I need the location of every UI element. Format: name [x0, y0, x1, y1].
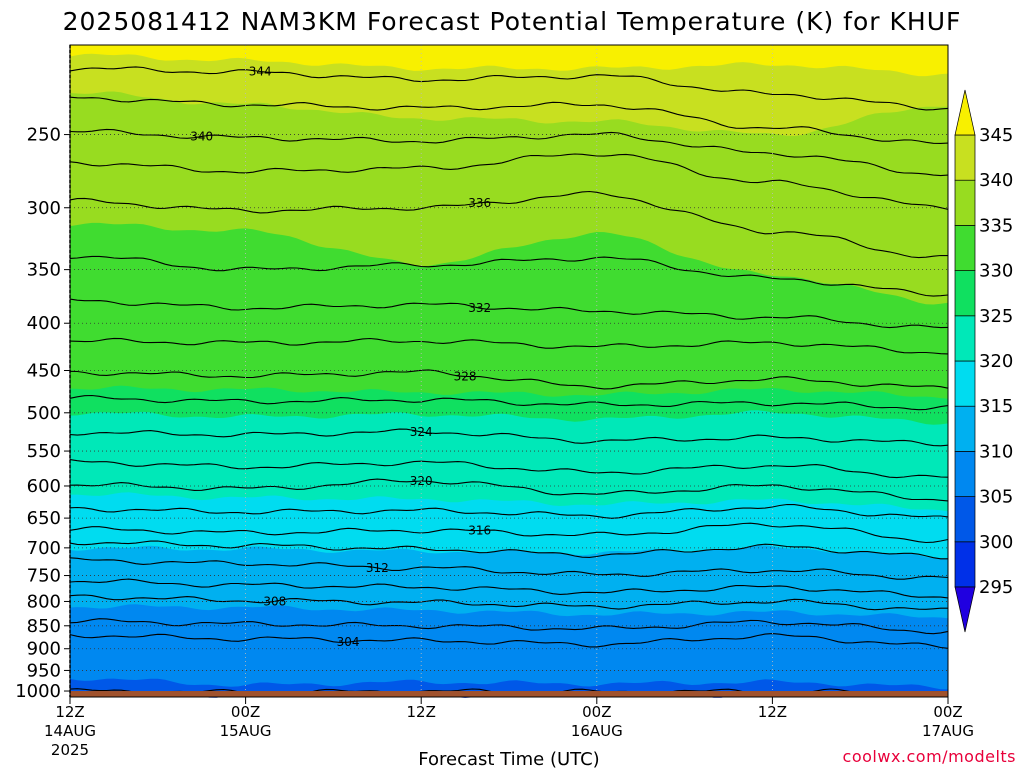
- x-tick-label-0-1: 12Z: [55, 703, 84, 721]
- contour-label-332: 332: [468, 301, 491, 315]
- colorbar-label-320: 320: [979, 351, 1013, 372]
- colorbar-arrow-bottom: [954, 586, 976, 633]
- colorbar-segment-330: [954, 225, 976, 271]
- colorbar-segment-305: [954, 451, 976, 497]
- contour-label-336: 336: [468, 196, 491, 210]
- contour-318: [69, 503, 949, 519]
- contour-304: [69, 633, 949, 649]
- y-tick-label-950: 950: [27, 660, 61, 681]
- pressure-axis: 2503003504004505005506006507007508008509…: [15, 125, 70, 702]
- y-tick-label-500: 500: [27, 403, 61, 424]
- grid-lines: [70, 45, 948, 697]
- y-tick-label-850: 850: [27, 616, 61, 637]
- x-tick-label-36-1: 00Z: [582, 703, 611, 721]
- chart-title: 2025081412 NAM3KM Forecast Potential Tem…: [63, 7, 962, 36]
- contour-328: [69, 369, 949, 390]
- y-tick-label-800: 800: [27, 591, 61, 612]
- x-tick-label-60-1: 00Z: [933, 703, 962, 721]
- colorbar-segment-325: [954, 270, 976, 317]
- y-tick-label-250: 250: [27, 125, 61, 146]
- colorbar-label-300: 300: [979, 532, 1013, 553]
- contour-338: [69, 153, 949, 210]
- contour-314: [69, 540, 948, 560]
- x-tick-label-36-2: 16AUG: [571, 722, 623, 740]
- y-tick-label-600: 600: [27, 476, 61, 497]
- contour-330: [69, 337, 949, 355]
- contour-316: [69, 522, 949, 544]
- contour-340: [69, 128, 949, 177]
- contour-label-316: 316: [468, 524, 491, 538]
- colorbar-label-345: 345: [979, 125, 1013, 146]
- colorbar-segment-335: [954, 179, 976, 226]
- theta-contour-lines: [69, 66, 949, 697]
- contour-label-304: 304: [337, 635, 360, 649]
- contour-308: [69, 594, 948, 611]
- x-tick-label-60-2: 17AUG: [922, 722, 974, 740]
- colorbar-label-310: 310: [979, 441, 1013, 462]
- colorbar: 295 300 305 310 315 320 325 330 335 340 345: [954, 89, 1013, 633]
- theta-filled-bands: [70, 45, 948, 698]
- x-tick-label-24-1: 12Z: [407, 703, 436, 721]
- colorbar-segment-310: [954, 405, 976, 452]
- contour-342: [69, 96, 949, 144]
- y-tick-label-700: 700: [27, 538, 61, 559]
- y-tick-label-550: 550: [27, 441, 61, 462]
- x-tick-label-0-3: 2025: [51, 741, 89, 759]
- y-tick-label-400: 400: [27, 313, 61, 334]
- colorbar-label-330: 330: [979, 261, 1013, 282]
- y-tick-label-650: 650: [27, 508, 61, 529]
- contour-label-312: 312: [366, 561, 389, 575]
- x-tick-label-48-1: 12Z: [758, 703, 787, 721]
- colorbar-label-340: 340: [979, 170, 1013, 191]
- y-tick-label-900: 900: [27, 639, 61, 660]
- x-axis-title: Forecast Time (UTC): [418, 749, 599, 768]
- colorbar-label-315: 315: [979, 396, 1013, 417]
- theta-band-below-310: [70, 604, 948, 697]
- contour-label-324: 324: [410, 425, 433, 439]
- contour-label-340: 340: [190, 129, 213, 143]
- colorbar-label-335: 335: [979, 215, 1013, 236]
- contour-320: [69, 478, 949, 502]
- contour-324: [69, 428, 949, 447]
- colorbar-label-325: 325: [979, 306, 1013, 327]
- x-tick-label-12-2: 15AUG: [220, 722, 272, 740]
- contour-326: [69, 394, 949, 411]
- colorbar-segment-320: [954, 315, 976, 362]
- ground-surface: [70, 691, 948, 697]
- colorbar-segment-295: [954, 541, 976, 588]
- contour-312: [69, 557, 949, 580]
- contour-322: [69, 459, 949, 479]
- contour-310: [69, 578, 949, 599]
- y-tick-label-300: 300: [27, 198, 61, 219]
- contour-306: [69, 618, 949, 635]
- contour-344: [69, 66, 949, 111]
- colorbar-segment-340: [954, 134, 976, 181]
- contour-label-328: 328: [454, 369, 477, 383]
- y-tick-label-750: 750: [27, 566, 61, 587]
- y-tick-label-350: 350: [27, 260, 61, 281]
- contour-label-344: 344: [249, 65, 272, 79]
- contour-332: [69, 298, 949, 329]
- y-tick-label-1000: 1000: [15, 681, 61, 702]
- colorbar-segment-315: [954, 360, 976, 407]
- colorbar-label-295: 295: [979, 577, 1013, 598]
- credit-text[interactable]: coolwx.com/modelts: [843, 747, 1016, 766]
- y-tick-label-450: 450: [27, 361, 61, 382]
- colorbar-label-305: 305: [979, 487, 1013, 508]
- contour-334: [69, 255, 949, 297]
- colorbar-arrow-top: [954, 89, 976, 136]
- x-tick-label-0-2: 14AUG: [44, 722, 96, 740]
- colorbar-segment-300: [954, 496, 976, 543]
- contour-336: [69, 190, 949, 259]
- x-tick-label-12-1: 00Z: [231, 703, 260, 721]
